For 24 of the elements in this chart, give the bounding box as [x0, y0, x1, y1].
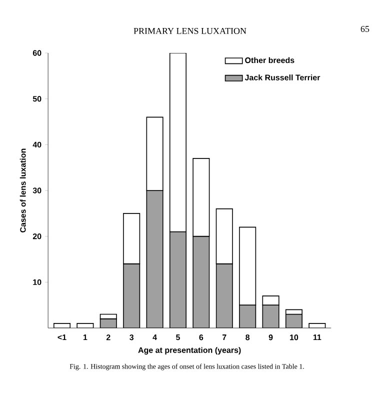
y-axis-title: Cases of lens luxation [20, 148, 26, 232]
x-tick-label: <1 [58, 334, 66, 340]
y-tick-label: 50 [32, 96, 42, 102]
x-tick-label: 3 [130, 334, 134, 340]
legend-label: Other breeds [245, 57, 294, 64]
x-axis-title: Age at presentation (years) [138, 347, 241, 355]
y-tick-label: 10 [33, 279, 42, 285]
x-tick-label: 10 [290, 334, 298, 340]
legend-label: Jack Russell Terrier [244, 74, 320, 80]
x-tick-label: 4 [152, 334, 157, 340]
y-tick-label: 30 [32, 188, 42, 194]
x-tick-label: 9 [268, 334, 273, 340]
x-tick-label: 11 [313, 334, 322, 340]
x-tick-label: 8 [246, 334, 250, 340]
x-tick-label: 1 [83, 334, 88, 340]
y-tick-label: 20 [32, 234, 42, 240]
x-tick-label: 2 [106, 334, 110, 340]
x-tick-label: 7 [222, 334, 226, 340]
x-tick-label: 5 [176, 334, 180, 340]
x-tick-label: 6 [199, 334, 204, 340]
text: 65 [360, 26, 370, 32]
chart-title: PRIMARY LENS LUXATION [134, 28, 246, 34]
y-tick-label: 40 [32, 142, 42, 148]
y-tick-label: 60 [32, 50, 42, 56]
